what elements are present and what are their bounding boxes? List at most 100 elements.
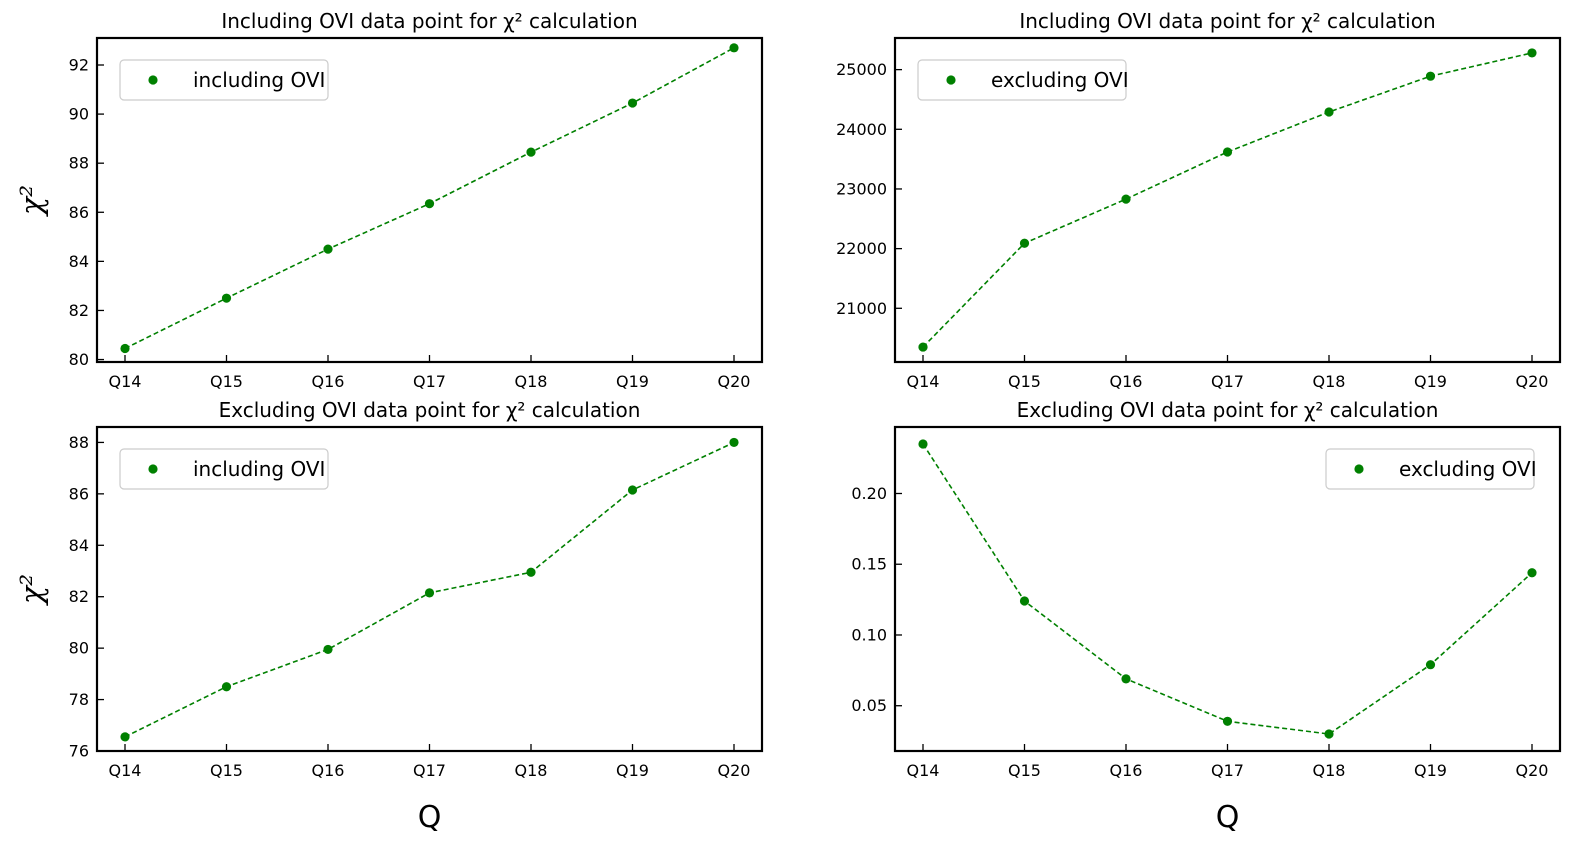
legend-box [917, 59, 1127, 101]
data-point [526, 147, 536, 157]
y-tick-label: 25000 [836, 60, 887, 79]
data-point [221, 293, 232, 303]
data-point [627, 98, 638, 108]
y-tick-label: 0.10 [851, 625, 887, 644]
chart-title: Including OVI data point for χ² calculat… [221, 9, 637, 33]
y-tick-label: 90 [69, 105, 89, 124]
legend-box [119, 448, 329, 490]
y-tick-label: 82 [69, 587, 89, 606]
data-point [323, 244, 333, 254]
legend: including OVI [119, 448, 329, 490]
data-point [1019, 596, 1030, 606]
x-tick-label: Q18 [1313, 372, 1346, 391]
x-axis-label: Q [1216, 800, 1240, 835]
data-point [424, 199, 435, 209]
y-tick-label: 86 [69, 484, 89, 503]
y-tick-label: 22000 [836, 239, 887, 258]
y-tick-label: 88 [69, 433, 89, 452]
x-tick-label: Q18 [515, 761, 548, 780]
x-tick-label: Q19 [1414, 372, 1447, 391]
legend-marker [148, 75, 158, 85]
y-tick-label: 84 [69, 536, 89, 555]
x-tick-label: Q18 [1313, 761, 1346, 780]
x-tick-label: Q14 [109, 761, 142, 780]
x-tick-label: Q15 [1008, 372, 1041, 391]
legend-box [119, 59, 329, 101]
x-tick-label: Q18 [515, 372, 548, 391]
data-point [729, 437, 739, 448]
x-tick-label: Q16 [1110, 761, 1143, 780]
x-axis-label: Q [418, 800, 442, 835]
chart-title: Excluding OVI data point for χ² calculat… [1017, 398, 1439, 422]
y-tick-label: 0.20 [851, 484, 887, 503]
x-tick-label: Q20 [1516, 761, 1549, 780]
x-tick-label: Q20 [718, 372, 751, 391]
x-tick-label: Q14 [907, 761, 940, 780]
data-point [918, 342, 928, 352]
data-point [627, 485, 638, 495]
y-tick-label: 24000 [836, 120, 887, 139]
data-point [1121, 194, 1131, 204]
x-tick-label: Q14 [109, 372, 142, 391]
y-tick-label: 23000 [836, 179, 887, 198]
chart-panel-4: Excluding OVI data point for χ² calculat… [851, 398, 1562, 835]
data-point [526, 567, 536, 577]
data-point [120, 732, 130, 742]
data-point [221, 682, 232, 692]
chart-panel-3: Excluding OVI data point for χ² calculat… [15, 398, 764, 835]
x-tick-label: Q19 [616, 372, 649, 391]
legend-box [1325, 448, 1535, 490]
y-tick-label: 0.05 [851, 696, 887, 715]
y-tick-label: 0.15 [851, 555, 887, 574]
y-tick-label: 86 [69, 203, 89, 222]
data-point [120, 343, 130, 354]
data-point [1425, 660, 1436, 670]
data-point [1324, 729, 1334, 739]
legend-label: including OVI [193, 457, 325, 481]
axes-frame [95, 425, 764, 753]
data-point [1121, 674, 1131, 684]
data-point [1222, 716, 1233, 726]
y-tick-label: 21000 [836, 299, 887, 318]
legend-label: excluding OVI [1399, 457, 1537, 481]
data-point [424, 588, 435, 598]
chart-title: Including OVI data point for χ² calculat… [1019, 9, 1435, 33]
x-tick-label: Q15 [210, 372, 243, 391]
y-axis-label: χ² [15, 185, 50, 217]
axes-frame [893, 425, 1562, 753]
x-tick-label: Q16 [312, 761, 345, 780]
data-point [729, 43, 739, 53]
x-tick-label: Q17 [1211, 372, 1244, 391]
data-point [1222, 147, 1233, 157]
x-tick-label: Q20 [1516, 372, 1549, 391]
y-tick-label: 84 [69, 252, 89, 271]
y-tick-label: 82 [69, 301, 89, 320]
data-point [1425, 71, 1436, 81]
x-tick-label: Q17 [413, 761, 446, 780]
y-tick-label: 78 [69, 690, 89, 709]
chart-title: Excluding OVI data point for χ² calculat… [219, 398, 641, 422]
data-point [1527, 48, 1537, 58]
x-tick-label: Q20 [718, 761, 751, 780]
x-tick-label: Q16 [1110, 372, 1143, 391]
x-tick-label: Q14 [907, 372, 940, 391]
axes-frame [95, 36, 764, 364]
legend-label: excluding OVI [991, 68, 1129, 92]
legend-label: including OVI [193, 68, 325, 92]
x-tick-label: Q17 [413, 372, 446, 391]
axes-frame [893, 36, 1562, 364]
legend-marker [946, 75, 956, 85]
data-point [918, 439, 928, 449]
data-point [1527, 568, 1537, 578]
legend: including OVI [119, 59, 329, 101]
y-axis-label: χ² [15, 574, 50, 606]
y-tick-label: 80 [69, 350, 89, 369]
y-tick-label: 76 [69, 742, 89, 761]
x-tick-label: Q15 [1008, 761, 1041, 780]
x-tick-label: Q19 [616, 761, 649, 780]
y-tick-label: 80 [69, 639, 89, 658]
legend-marker [1354, 464, 1364, 474]
chart-panel-2: Including OVI data point for χ² calculat… [836, 9, 1562, 391]
x-tick-label: Q15 [210, 761, 243, 780]
